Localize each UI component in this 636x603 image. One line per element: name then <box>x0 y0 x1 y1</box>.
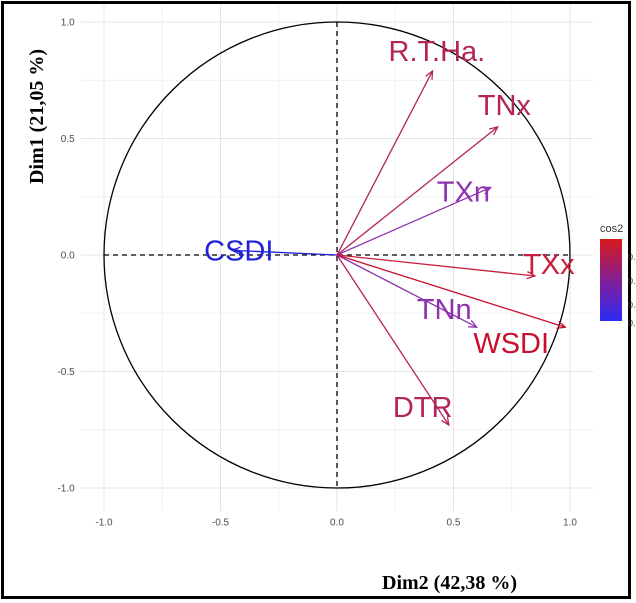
pca-correlation-circle-chart: -1.0 -0.5 0.0 0.5 1.0 1.0 0.5 0.0 -0.5 -1.0 R.T.Ha… <box>57 4 594 528</box>
variable-label-wsdi: WSDI <box>473 328 549 360</box>
y-axis-label: Dim1 (21,05 %) <box>26 49 48 184</box>
legend-title: cos2 <box>600 223 624 235</box>
y-tick-label: -1.0 <box>57 484 75 495</box>
arrow-dtr <box>336 254 449 425</box>
arrow-txx <box>336 254 535 276</box>
variable-label-txn: TXn <box>437 176 490 208</box>
x-tick-label: -1.0 <box>95 517 113 528</box>
legend-tick-3: 0.2 <box>628 318 636 328</box>
variable-label-dtr: DTR <box>393 392 453 424</box>
x-tick-label: -0.5 <box>212 517 230 528</box>
y-tick-label: 0.0 <box>61 251 75 262</box>
y-tick-label: 0.5 <box>61 134 75 145</box>
arrow-tnn <box>336 254 477 327</box>
legend-tick-0: 0.8 <box>628 252 636 262</box>
variable-label-txx: TXx <box>523 249 575 281</box>
x-tick-label: 0.5 <box>447 517 461 528</box>
arrow-csdi <box>232 250 338 256</box>
x-tick-label: 1.0 <box>563 517 577 528</box>
y-tick-label: -0.5 <box>57 367 75 378</box>
variable-label-rtha: R.T.Ha. <box>389 36 486 68</box>
variable-label-tnx: TNx <box>478 90 532 122</box>
legend-tick-1: 0.6 <box>628 276 636 286</box>
x-axis-label: Dim2 (42,38 %) <box>382 572 517 594</box>
arrow-rtha <box>336 71 433 256</box>
x-tick-label: 0.0 <box>330 517 344 528</box>
arrow-txn <box>336 187 491 256</box>
arrow-tnx <box>336 127 498 256</box>
legend-tick-2: 0.4 <box>628 300 636 310</box>
y-tick-label: 1.0 <box>61 18 75 29</box>
variable-label-tnn: TNn <box>417 294 472 326</box>
arrow-wsdi <box>336 254 565 327</box>
legend-colorbar <box>600 239 622 321</box>
variable-label-csdi: CSDI <box>204 235 273 267</box>
